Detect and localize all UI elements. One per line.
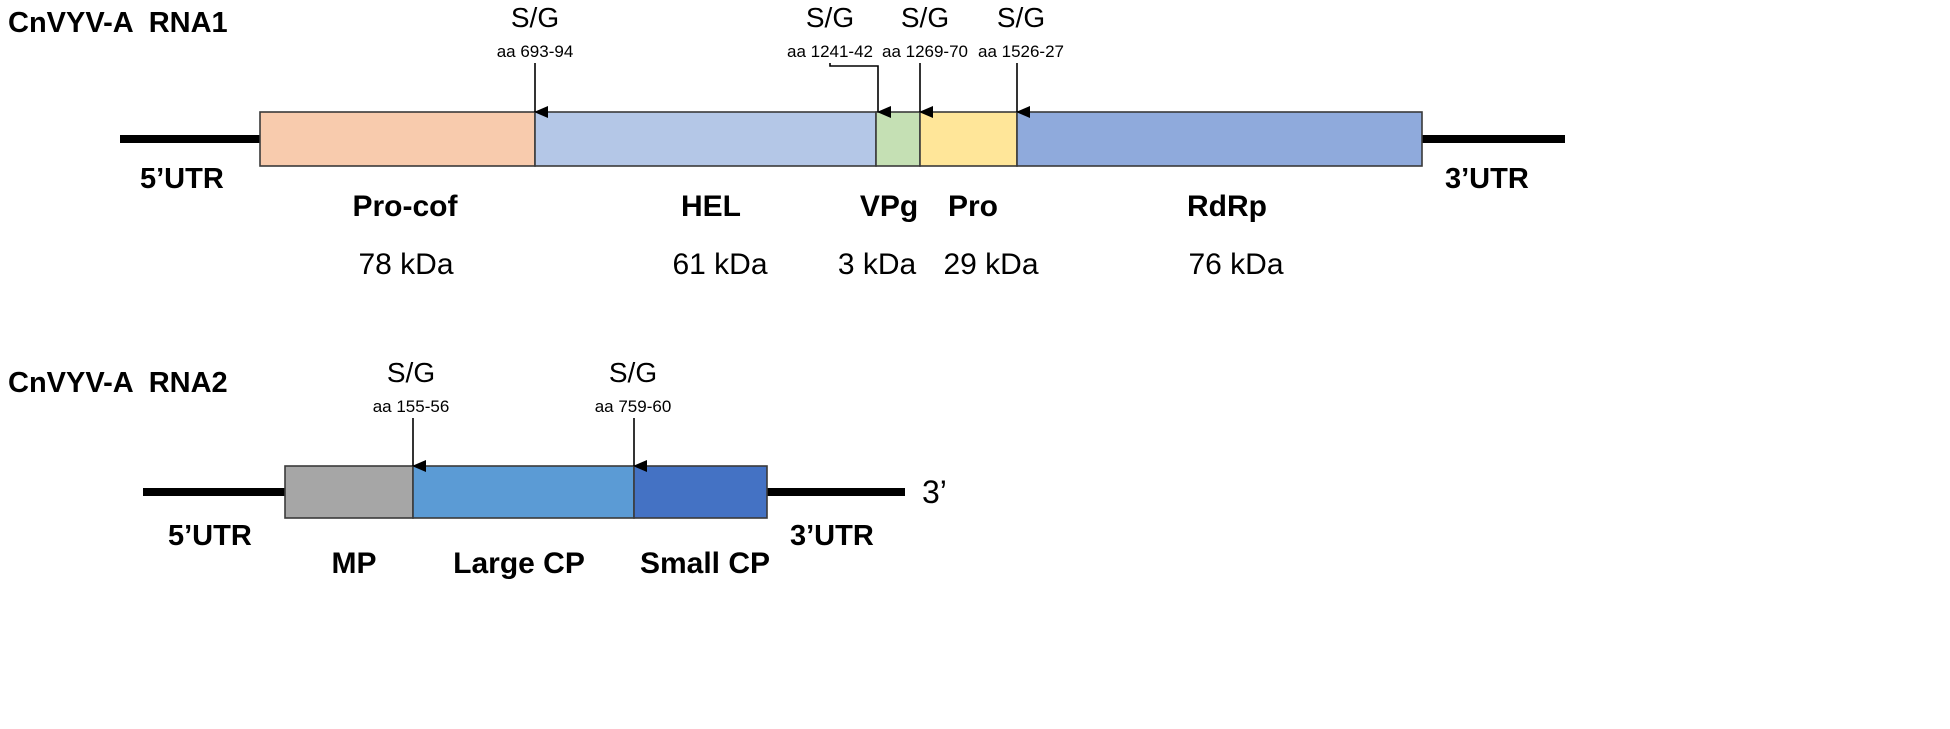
rna1-cleavage-site-4: S/G aa 1526-27	[978, 2, 1064, 118]
protein-kda-pro: 29 kDa	[943, 248, 1038, 281]
cleavage-label: S/G	[387, 357, 435, 388]
cleavage-position: aa 1241-42	[787, 42, 873, 61]
rna2-end-mark: 3’	[922, 474, 947, 510]
rna1-segment-vpg	[875, 111, 921, 167]
arrow-down-icon	[829, 63, 891, 118]
rna2-segment-large-cp	[412, 465, 635, 519]
cleavage-label: S/G	[609, 357, 657, 388]
rna1-utr3-label: 3’UTR	[1445, 163, 1529, 195]
rna2-cleavage-site-2: S/G aa 759-60	[595, 357, 672, 472]
rna2-cleavage-site-1: S/G aa 155-56	[373, 357, 450, 472]
rna2-utr5-label: 5’UTR	[168, 520, 252, 552]
cleavage-position: aa 693-94	[497, 42, 574, 61]
protein-kda-pro-cof: 78 kDa	[358, 248, 453, 281]
protein-name-small-cp: Small CP	[640, 547, 770, 580]
rna1-utr5-label: 5’UTR	[140, 163, 224, 195]
cleavage-label: S/G	[806, 2, 854, 33]
rna1-segment-pro-cof	[259, 111, 536, 167]
cleavage-position: aa 1269-70	[882, 42, 968, 61]
protein-name-pro: Pro	[948, 190, 998, 223]
rna1-title: CnVYV-A RNA1	[8, 7, 228, 39]
protein-name-large-cp: Large CP	[453, 547, 585, 580]
protein-name-hel: HEL	[681, 190, 741, 223]
rna1-segment-hel	[534, 111, 877, 167]
rna1-cleavage-site-2: S/G aa 1241-42	[787, 2, 891, 118]
rna1-cleavage-site-1: S/G aa 693-94	[497, 2, 574, 118]
rna1-segment-rdrp	[1016, 111, 1423, 167]
rna1-cleavage-site-3: S/G aa 1269-70	[882, 2, 968, 118]
rna2-title: CnVYV-A RNA2	[8, 367, 228, 399]
rna2-utr3-label: 3’UTR	[790, 520, 874, 552]
rna1-segment-pro	[919, 111, 1018, 167]
protein-name-pro-cof: Pro-cof	[353, 190, 459, 223]
protein-name-rdrp: RdRp	[1187, 190, 1267, 223]
rna2-segment-mp	[284, 465, 414, 519]
cleavage-position: aa 759-60	[595, 397, 672, 416]
protein-kda-rdrp: 76 kDa	[1188, 248, 1283, 281]
cleavage-position: aa 1526-27	[978, 42, 1064, 61]
cleavage-label: S/G	[901, 2, 949, 33]
cleavage-label: S/G	[997, 2, 1045, 33]
rna1-panel: CnVYV-A RNA1 5’UTR 3’UTR S/G aa 693-94 S…	[8, 2, 1565, 281]
cleavage-label: S/G	[511, 2, 559, 33]
cleavage-position: aa 155-56	[373, 397, 450, 416]
rna2-segment-small-cp	[633, 465, 768, 519]
protein-kda-hel: 61 kDa	[672, 248, 767, 281]
protein-name-vpg: VPg	[860, 190, 918, 223]
rna2-panel: CnVYV-A RNA2 3’ 5’UTR 3’UTR S/G aa 155-5…	[8, 357, 947, 580]
protein-kda-vpg: 3 kDa	[838, 248, 917, 281]
protein-name-mp: MP	[332, 547, 377, 580]
